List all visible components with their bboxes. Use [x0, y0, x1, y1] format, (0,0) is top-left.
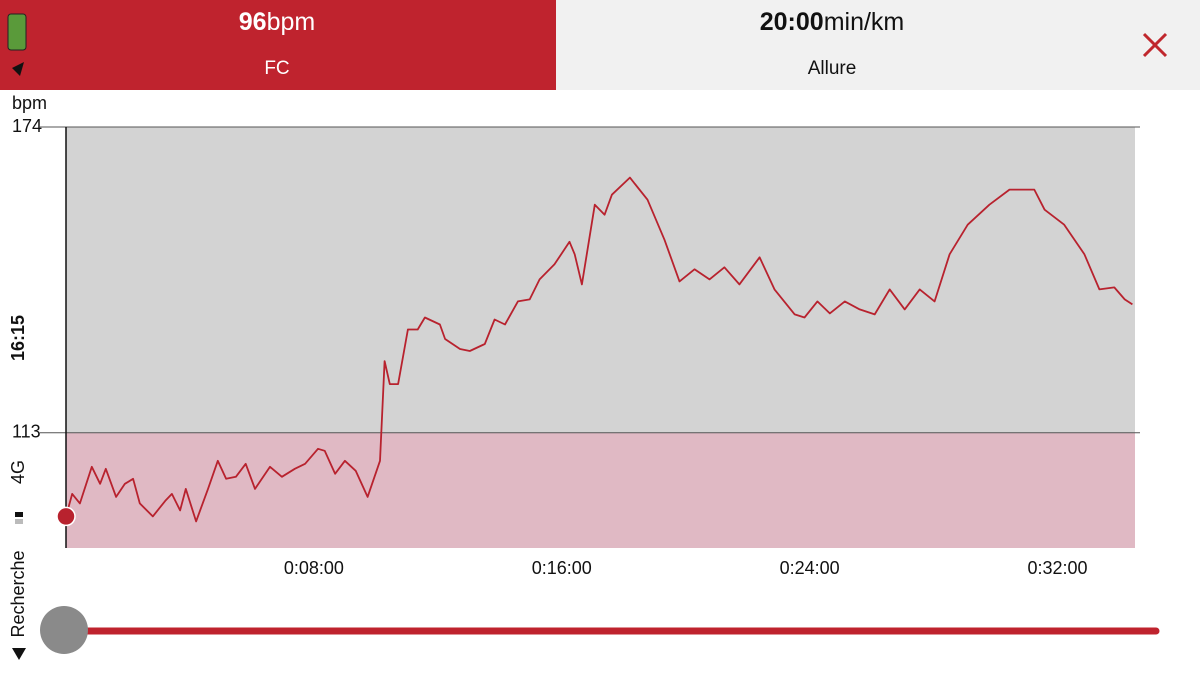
signal-icon: [15, 519, 23, 524]
x-tick-label: 0:32:00: [1028, 558, 1088, 578]
slider-knob[interactable]: [40, 606, 88, 654]
x-tick-label: 0:16:00: [532, 558, 592, 578]
plot-background: [66, 127, 1135, 433]
y-tick-label: 113: [12, 421, 41, 441]
y-axis-label: bpm: [12, 93, 47, 113]
chart: bpm 174 113 0:08:00 0:16:00 0:24:00 0:32:00: [12, 93, 1140, 578]
x-tick-label: 0:24:00: [780, 558, 840, 578]
status-time: 16:15: [8, 315, 28, 361]
y-tick-label: 174: [12, 116, 42, 136]
signal-icon: [15, 512, 23, 517]
hr-label: FC: [264, 58, 289, 79]
cursor-point: [56, 506, 76, 527]
hr-unit: bpm: [267, 8, 316, 36]
battery-icon: [7, 13, 27, 51]
status-carrier: Recherche: [8, 550, 28, 637]
low-zone: [66, 432, 1135, 548]
carrier-arrow: [12, 648, 26, 660]
location-icon: [12, 62, 24, 76]
pace-label: Allure: [808, 58, 857, 79]
heart-rate-line: [65, 176, 1133, 523]
pace-unit: min/km: [824, 8, 905, 36]
hr-tab[interactable]: [0, 0, 556, 90]
close-button[interactable]: [1142, 32, 1168, 58]
hr-value: 96: [239, 8, 267, 36]
pace-readout: 20:00min/km: [760, 8, 905, 36]
x-tick-label: 0:08:00: [284, 558, 344, 578]
status-network: 4G: [8, 460, 28, 484]
pace-value: 20:00: [760, 8, 824, 36]
pace-tab[interactable]: [556, 0, 1200, 90]
hr-readout: 96bpm: [239, 8, 315, 36]
